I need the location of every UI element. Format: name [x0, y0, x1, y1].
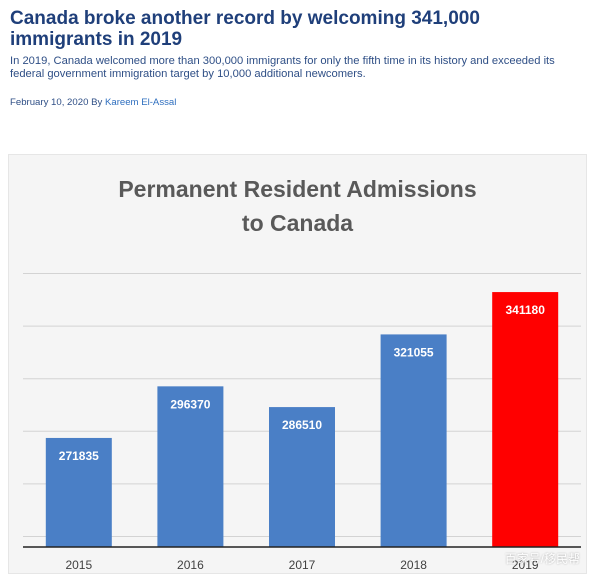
bar-2017 [269, 407, 335, 547]
bar-2015 [45, 437, 112, 547]
author-link[interactable]: Kareem El-Assal [104, 97, 177, 108]
bar-2018 [380, 334, 447, 547]
article-summary: In 2019, Canada welcomed more than 300,0… [10, 55, 555, 80]
bar-2019 [492, 292, 559, 547]
x-tick-label-2018: 2018 [400, 558, 427, 572]
x-tick-label-2015: 2015 [65, 558, 92, 572]
article-byline: February 10, 2020 By Kareem El-Assal [10, 97, 585, 108]
publish-date: February 10, 2020 [10, 97, 89, 108]
watermark-text: 百家号/移民帮 [504, 552, 580, 566]
data-label-2015: 271835 [59, 449, 99, 463]
bar-chart: 271835 2015 296370 2016 286510 2017 321055 2018… [23, 273, 581, 572]
chart-frame: Permanent Resident Admissions to Canada … [8, 154, 587, 574]
data-label-2019: 341180 [506, 303, 546, 317]
byline-by: By [91, 97, 103, 108]
x-tick-label-2019: 2019 [512, 558, 539, 572]
x-tick-label-2017: 2017 [289, 558, 316, 572]
data-label-2016: 296370 [170, 397, 210, 411]
article-header: Canada broke another record by welcoming… [10, 8, 585, 108]
data-label-2017: 286510 [282, 418, 322, 432]
chart-title-line-1: Permanent Resident Admissions [118, 176, 477, 202]
article-headline: Canada broke another record by welcoming… [10, 8, 480, 50]
chart-title: Permanent Resident Admissions to Canada [9, 172, 586, 240]
data-label-2018: 321055 [394, 345, 434, 359]
chart-title-line-2: to Canada [241, 210, 354, 236]
x-tick-label-2016: 2016 [177, 558, 204, 572]
bar-2016 [157, 386, 224, 547]
